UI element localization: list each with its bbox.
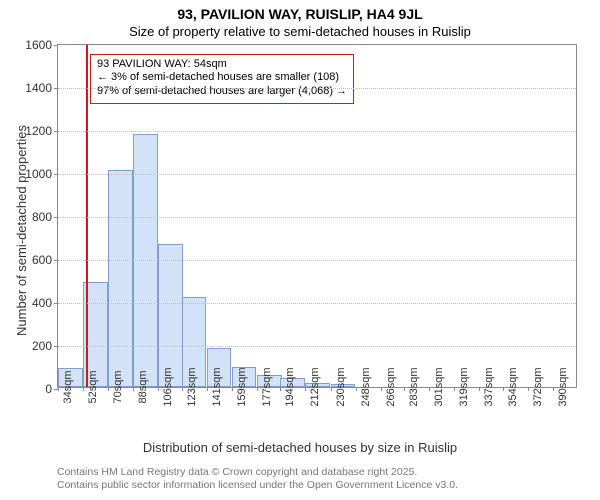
attribution-footer: Contains HM Land Registry data © Crown c… <box>57 466 458 492</box>
gridline <box>58 260 576 261</box>
x-tick-label: 123sqm <box>182 367 198 406</box>
x-tick-label: 34sqm <box>58 370 74 403</box>
x-tick-label: 177sqm <box>257 367 273 406</box>
x-tick-label: 106sqm <box>158 367 174 406</box>
gridline <box>58 303 576 304</box>
x-tick-label: 337sqm <box>479 367 495 406</box>
gridline <box>58 131 576 132</box>
chart-container: 93, PAVILION WAY, RUISLIP, HA4 9JL Size … <box>0 0 600 500</box>
x-axis-label: Distribution of semi-detached houses by … <box>0 440 600 455</box>
x-tick-label: 159sqm <box>232 367 248 406</box>
annotation-box: 93 PAVILION WAY: 54sqm← 3% of semi-detac… <box>90 54 354 104</box>
annotation-line: ← 3% of semi-detached houses are smaller… <box>97 71 347 85</box>
x-tick-label: 141sqm <box>207 367 223 406</box>
property-marker-line <box>86 45 88 387</box>
x-tick-label: 354sqm <box>503 367 519 406</box>
footer-line: Contains HM Land Registry data © Crown c… <box>57 466 458 479</box>
gridline <box>58 217 576 218</box>
x-tick-label: 194sqm <box>280 367 296 406</box>
gridline <box>58 174 576 175</box>
annotation-line: 93 PAVILION WAY: 54sqm <box>97 58 347 72</box>
histogram-bar <box>158 244 183 387</box>
chart-subtitle: Size of property relative to semi-detach… <box>0 24 600 39</box>
x-tick-label: 88sqm <box>133 370 149 403</box>
gridline <box>58 88 576 89</box>
chart-title: 93, PAVILION WAY, RUISLIP, HA4 9JL <box>0 6 600 22</box>
x-tick-label: 372sqm <box>528 367 544 406</box>
x-tick-label: 283sqm <box>404 367 420 406</box>
x-tick-label: 301sqm <box>429 367 445 406</box>
footer-line: Contains public sector information licen… <box>57 479 458 492</box>
x-tick-label: 70sqm <box>108 370 124 403</box>
x-tick-label: 319sqm <box>454 367 470 406</box>
plot-area: 93 PAVILION WAY: 54sqm← 3% of semi-detac… <box>57 44 577 388</box>
x-tick-label: 390sqm <box>553 367 569 406</box>
x-tick-label: 52sqm <box>83 370 99 403</box>
histogram-bar <box>108 170 133 387</box>
x-tick-label: 266sqm <box>381 367 397 406</box>
y-axis-label: Number of semi-detached properties <box>14 125 29 336</box>
gridline <box>58 346 576 347</box>
x-tick-label: 248sqm <box>356 367 372 406</box>
x-tick-label: 212sqm <box>305 367 321 406</box>
x-tick-label: 230sqm <box>331 367 347 406</box>
